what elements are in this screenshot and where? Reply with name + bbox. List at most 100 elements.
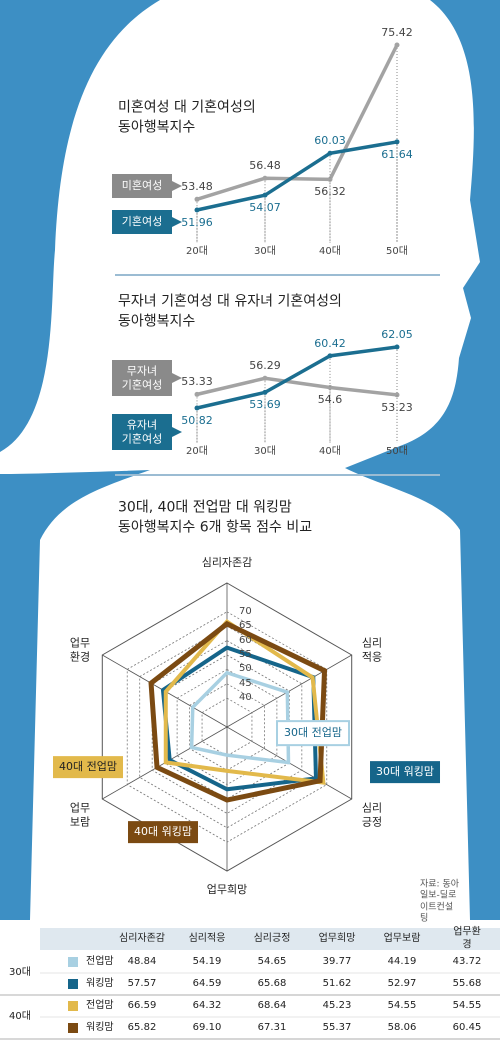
table-group: 30대 xyxy=(9,966,31,978)
data-label: 53.48 xyxy=(181,180,213,194)
point xyxy=(262,192,268,198)
r-tick-label: 55 xyxy=(239,648,252,660)
x-tick-label: 30대 xyxy=(254,445,276,457)
table-cell: 54.65 xyxy=(257,955,287,967)
table-header: 심리자존감 xyxy=(119,932,165,944)
x-tick-label: 30대 xyxy=(254,245,276,257)
table-cell: 58.06 xyxy=(387,1021,417,1033)
legend-label: 30대 워킹맘 xyxy=(370,761,440,783)
table-cell: 55.68 xyxy=(452,977,482,989)
series-line xyxy=(196,345,398,410)
point xyxy=(327,353,333,359)
table-cell: 48.84 xyxy=(127,955,157,967)
chart-title: 무자녀 기혼여성 대 유자녀 기혼여성의 동아행복지수 xyxy=(118,293,342,330)
table-cell: 64.59 xyxy=(192,977,222,989)
grid-line xyxy=(201,697,253,757)
radar-series xyxy=(148,620,328,803)
data-label: 60.03 xyxy=(314,134,346,148)
data-label: 62.05 xyxy=(381,328,413,342)
point xyxy=(194,391,200,397)
table-header: 업무보람 xyxy=(383,932,421,944)
table-cell: 52.97 xyxy=(387,977,417,989)
point xyxy=(327,176,333,182)
table-header: 심리긍정 xyxy=(253,932,291,944)
table-cell: 54.55 xyxy=(387,999,417,1011)
table-cell: 54.19 xyxy=(192,955,222,967)
table-cell: 43.72 xyxy=(452,955,482,967)
legend-pointer xyxy=(172,217,182,227)
series-line xyxy=(196,44,399,201)
x-tick-label: 50대 xyxy=(386,245,408,257)
x-tick-label: 40대 xyxy=(319,245,341,257)
data-label: 53.33 xyxy=(181,375,213,389)
r-tick-label: 40 xyxy=(239,691,252,703)
legend-label: 40대 전업맘 xyxy=(53,756,123,778)
table-cell: 54.55 xyxy=(452,999,482,1011)
table-swatch xyxy=(68,1023,78,1033)
point xyxy=(194,207,200,213)
data-label: 53.23 xyxy=(381,401,413,415)
legend-box xyxy=(112,360,172,396)
r-tick-label: 70 xyxy=(239,605,252,617)
r-tick-label: 45 xyxy=(239,677,252,689)
data-label: 54.07 xyxy=(249,201,281,215)
table-swatch xyxy=(68,957,78,967)
point xyxy=(194,405,200,411)
table-row-label: 워킹맘 xyxy=(86,977,114,989)
point xyxy=(394,42,400,48)
table-header: 업무환경 xyxy=(453,926,481,951)
table-header-bg xyxy=(40,928,500,950)
data-label: 51.96 xyxy=(181,216,213,230)
table-cell: 57.57 xyxy=(127,977,157,989)
x-tick-label: 40대 xyxy=(319,445,341,457)
table-cell: 68.64 xyxy=(257,999,287,1011)
table-header: 심리적응 xyxy=(188,932,226,944)
r-tick-label: 50 xyxy=(239,663,252,675)
data-label: 56.29 xyxy=(249,359,281,373)
legend-label: 40대 워킹맘 xyxy=(128,821,198,843)
table-row-label: 워킹맘 xyxy=(86,1021,114,1033)
point xyxy=(394,392,400,398)
axis-label: 업무 보람 xyxy=(69,801,91,828)
legend-label: 무자녀 기혼여성 xyxy=(121,364,163,391)
table-cell: 64.32 xyxy=(192,999,222,1011)
legend-box xyxy=(112,210,172,234)
grid-line xyxy=(126,611,328,843)
data-label: 54.6 xyxy=(317,393,343,407)
data-label: 60.42 xyxy=(314,336,346,350)
r-tick-label: 60 xyxy=(239,634,252,646)
legend-pointer xyxy=(172,427,182,437)
table-cell: 65.82 xyxy=(127,1021,157,1033)
x-tick-label: 50대 xyxy=(386,445,408,457)
source: 자료: 동아일보-딜로이트컨설팅 xyxy=(420,879,460,924)
table-cell: 66.59 xyxy=(127,999,157,1011)
point xyxy=(262,175,268,181)
legend-label: 유자녀 기혼여성 xyxy=(121,418,163,445)
legend-label: 미혼여성 xyxy=(121,179,163,193)
table-cell: 39.77 xyxy=(322,955,352,967)
legend-box xyxy=(112,414,172,450)
table-swatch xyxy=(68,979,78,989)
table-swatch xyxy=(68,1001,78,1011)
axis-label: 심리자존감 xyxy=(201,556,253,570)
table-cell: 69.10 xyxy=(192,1021,222,1033)
series-line xyxy=(196,376,398,397)
legend-box xyxy=(112,174,172,198)
radar-series xyxy=(189,670,291,765)
table-row-label: 전업맘 xyxy=(86,955,114,967)
x-tick-label: 20대 xyxy=(186,445,208,457)
legend-label: 30대 전업맘 xyxy=(276,720,350,746)
grid-line xyxy=(176,668,278,786)
point xyxy=(262,389,268,395)
point xyxy=(194,196,200,202)
data-label: 50.82 xyxy=(181,414,213,428)
table-cell: 44.19 xyxy=(387,955,417,967)
axis-label: 업무 환경 xyxy=(69,636,91,663)
table-group: 40대 xyxy=(9,1010,31,1022)
legend-pointer xyxy=(172,373,182,383)
axis-label: 심리 적응 xyxy=(361,636,383,663)
table-cell: 67.31 xyxy=(257,1021,287,1033)
radar-series xyxy=(163,618,326,785)
table-cell: 60.45 xyxy=(452,1021,482,1033)
